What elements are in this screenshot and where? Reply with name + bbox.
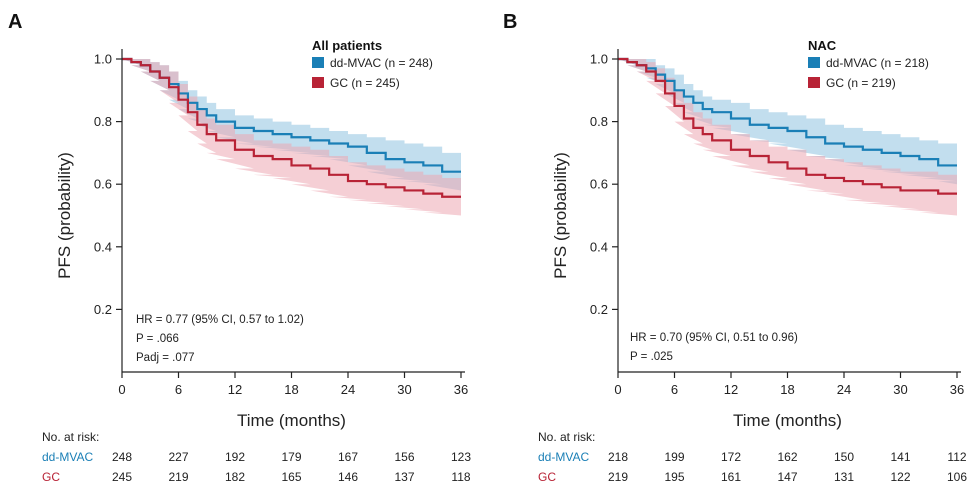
risk-row-label: dd-MVAC bbox=[42, 450, 94, 464]
x-tick-label: 30 bbox=[893, 382, 907, 397]
x-tick-label: 6 bbox=[175, 382, 182, 397]
x-tick-label: 12 bbox=[228, 382, 242, 397]
x-tick-label: 18 bbox=[780, 382, 794, 397]
risk-count: 141 bbox=[890, 450, 911, 464]
stats-line: P = .025 bbox=[630, 351, 673, 363]
chart-panel-b: B 0 6 12 18 24 30 36 0.2 0.4 0.6 0.8 1.0 Time (months… bbox=[503, 11, 964, 430]
risk-row-label: GC bbox=[538, 470, 556, 484]
risk-count: 195 bbox=[664, 470, 685, 484]
risk-count: 147 bbox=[777, 470, 798, 484]
risk-count: 199 bbox=[664, 450, 685, 464]
ci-band-series-2 bbox=[618, 59, 957, 216]
legend-title: All patients bbox=[312, 38, 382, 53]
risk-row-label: GC bbox=[42, 470, 60, 484]
risk-count: 112 bbox=[947, 450, 967, 464]
x-tick-label: 36 bbox=[950, 382, 964, 397]
x-axis-title: Time (months) bbox=[237, 411, 346, 430]
risk-count: 118 bbox=[451, 470, 471, 484]
x-tick-label: 12 bbox=[724, 382, 738, 397]
risk-count: 172 bbox=[720, 450, 742, 464]
stats-line: HR = 0.70 (95% CI, 0.51 to 0.96) bbox=[630, 332, 798, 344]
risk-count: 167 bbox=[337, 450, 359, 464]
stats-line: P = .066 bbox=[136, 333, 179, 345]
x-tick-label: 18 bbox=[284, 382, 298, 397]
y-tick-label: 0.6 bbox=[94, 177, 112, 192]
km-curve-series-2 bbox=[618, 57, 957, 195]
x-tick-label: 24 bbox=[341, 382, 355, 397]
x-tick-label: 0 bbox=[118, 382, 125, 397]
legend-entry: dd-MVAC (n = 218) bbox=[826, 56, 929, 70]
risk-count: 219 bbox=[607, 470, 629, 484]
risk-count: 122 bbox=[890, 470, 911, 484]
y-axis-title: PFS (probability) bbox=[551, 152, 570, 279]
risk-count: 123 bbox=[450, 450, 472, 464]
ci-band-series-1 bbox=[122, 59, 461, 191]
y-tick-label: 0.4 bbox=[590, 239, 608, 254]
risk-count: 218 bbox=[607, 450, 629, 464]
risk-count: 248 bbox=[111, 450, 133, 464]
risk-count: 245 bbox=[111, 470, 133, 484]
chart-panel-a: A 0 6 12 18 24 30 36 0.2 0.4 0.6 0.8 1.0 Time (months… bbox=[8, 11, 468, 430]
y-axis-title: PFS (probability) bbox=[55, 152, 74, 279]
x-axis-title: Time (months) bbox=[733, 411, 842, 430]
km-curve-series-2 bbox=[122, 57, 461, 198]
x-tick-label: 36 bbox=[454, 382, 468, 397]
risk-count: 106 bbox=[946, 470, 968, 484]
ci-band-series-2 bbox=[122, 59, 461, 216]
risk-table-header: No. at risk: bbox=[42, 430, 100, 444]
legend-swatch bbox=[312, 57, 324, 68]
legend-swatch bbox=[312, 77, 324, 88]
legend: All patients dd-MVAC (n = 248) GC (n = 245… bbox=[312, 38, 433, 90]
y-tick-label: 0.8 bbox=[590, 114, 608, 129]
risk-count: 161 bbox=[720, 470, 742, 484]
legend-entry: GC (n = 219) bbox=[826, 76, 896, 90]
risk-count: 137 bbox=[394, 470, 415, 484]
legend-swatch bbox=[808, 57, 820, 68]
risk-count: 131 bbox=[833, 470, 855, 484]
risk-count: 146 bbox=[337, 470, 359, 484]
panel-letter: A bbox=[8, 11, 22, 33]
risk-count: 150 bbox=[833, 450, 855, 464]
risk-count: 192 bbox=[224, 450, 246, 464]
risk-table-header: No. at risk: bbox=[538, 430, 596, 444]
legend-swatch bbox=[808, 77, 820, 88]
x-tick-label: 30 bbox=[397, 382, 411, 397]
legend: NAC dd-MVAC (n = 218) GC (n = 219) bbox=[808, 38, 929, 90]
ci-band-series-1 bbox=[618, 59, 957, 185]
risk-count: 219 bbox=[168, 470, 189, 484]
risk-count: 162 bbox=[777, 450, 798, 464]
x-tick-label: 6 bbox=[671, 382, 678, 397]
risk-count: 227 bbox=[168, 450, 189, 464]
legend-title: NAC bbox=[808, 38, 837, 53]
risk-count: 179 bbox=[281, 450, 302, 464]
risk-count: 165 bbox=[281, 470, 302, 484]
stats-line: HR = 0.77 (95% CI, 0.57 to 1.02) bbox=[136, 314, 304, 326]
y-tick-label: 0.6 bbox=[590, 177, 608, 192]
y-tick-label: 0.4 bbox=[94, 239, 112, 254]
panel-letter: B bbox=[503, 11, 517, 33]
y-tick-label: 0.2 bbox=[94, 302, 112, 317]
risk-count: 156 bbox=[394, 450, 415, 464]
legend-entry: GC (n = 245) bbox=[330, 76, 400, 90]
y-tick-label: 0.2 bbox=[590, 302, 608, 317]
y-tick-label: 0.8 bbox=[94, 114, 112, 129]
y-tick-label: 1.0 bbox=[590, 52, 608, 67]
risk-row-label: dd-MVAC bbox=[538, 450, 590, 464]
y-tick-label: 1.0 bbox=[94, 52, 112, 67]
x-tick-label: 0 bbox=[614, 382, 621, 397]
risk-count: 182 bbox=[224, 470, 246, 484]
legend-entry: dd-MVAC (n = 248) bbox=[330, 56, 433, 70]
x-tick-label: 24 bbox=[837, 382, 851, 397]
stats-line: Padj = .077 bbox=[136, 352, 195, 364]
